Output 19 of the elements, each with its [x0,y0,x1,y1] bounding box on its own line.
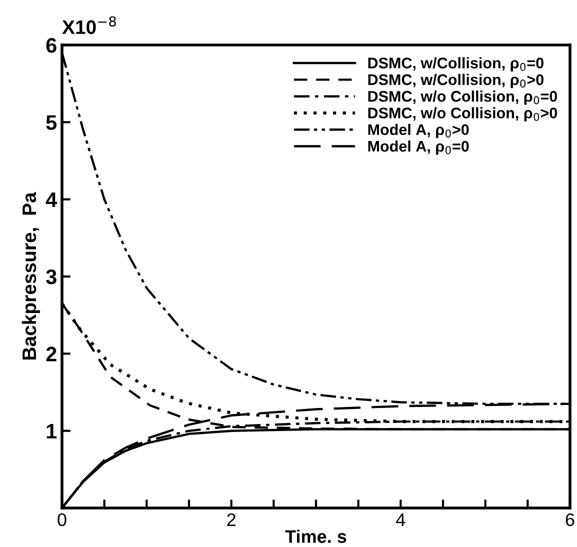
y-tick-label: 4 [46,192,58,207]
x-axis-title: Time. s [285,530,346,543]
y-tick-label: 5 [46,115,57,130]
legend-label: DSMC, w/Collision, ρ$_{0}$>0 [368,74,544,88]
y-tick-label: 3 [46,270,56,284]
legend-label: Model A, ρ$_{0}$>0 [368,124,469,138]
legend-label: DSMC, w/Collision, ρ$_{0}$=0 [368,57,544,72]
y-axis-title: Backpressure, Pa [22,192,40,360]
x-tick-label: 0 [58,513,66,526]
x-tick-label: 4 [396,514,406,526]
text: X10$^{−8}$ [62,16,116,34]
y-tick-label: 2 [46,346,56,362]
legend-label: DSMC, w/o Collision, ρ$_{0}$=0 [368,90,558,105]
x-tick-label: 6 [566,513,574,526]
legend-label: Model A, ρ$_{0}$=0 [368,140,469,155]
x-tick-label: 2 [227,513,236,526]
y-tick-label: 1 [46,424,57,438]
y-tick-label: 6 [46,38,56,53]
legend-label: DSMC, w/o Collision, ρ$_{0}$>0 [368,107,558,122]
